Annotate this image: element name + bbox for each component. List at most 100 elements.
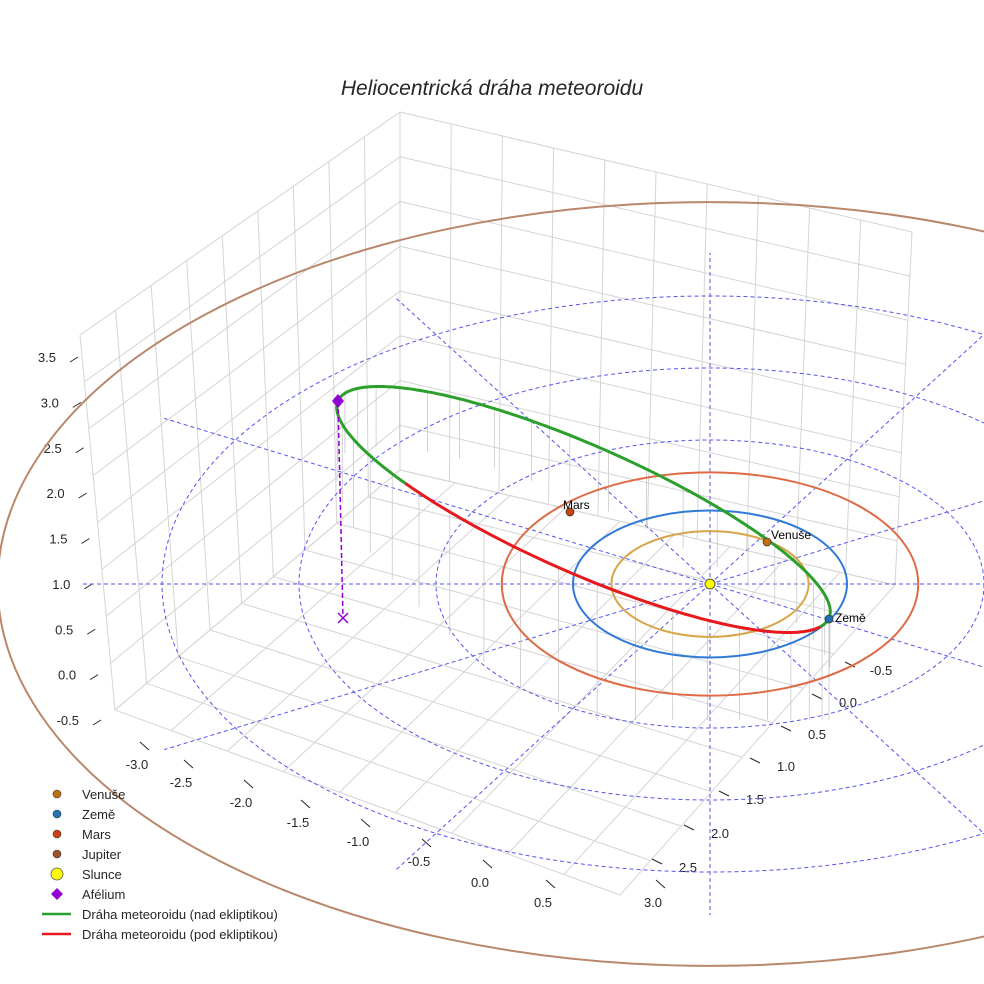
x-tick-label: -0.5 [408, 854, 430, 869]
floor-grid-line [114, 709, 621, 896]
box-grid-line [92, 245, 401, 477]
floor-grid-line [507, 559, 786, 855]
floor-grid-line [170, 482, 456, 731]
box-grid-line [399, 424, 898, 542]
legend-label: Afélium [82, 887, 125, 902]
z-tick-label: 1.0 [52, 577, 70, 592]
legend-label: Slunce [82, 867, 122, 882]
box-grid-line [399, 335, 902, 454]
z-tick-mark [75, 447, 85, 454]
orbit-below-ecliptic [404, 481, 821, 634]
floor-grid-line [273, 576, 773, 724]
legend-marker [52, 789, 62, 799]
x-axis-ticks: -3.0 -2.5 -2.0 -1.5 -1.0 -0.5 0.0 0.5 3.0 [126, 741, 666, 910]
z-tick-mark [81, 538, 90, 544]
y-tick-mark [718, 790, 730, 797]
floor-grid-line [282, 507, 566, 773]
y-tick-mark [683, 824, 695, 831]
box-grid-line [399, 380, 900, 498]
planet-label: Venuše [771, 528, 811, 542]
floor-grid-line [395, 533, 676, 814]
floor-grid-line [178, 656, 682, 827]
z-tick-label: 1.5 [49, 532, 67, 547]
floor-grid-line [241, 602, 743, 758]
z-tick-mark [78, 492, 87, 499]
x-tick-label: -3.0 [126, 757, 148, 772]
planet-Mars [565, 507, 575, 517]
z-tick-label: 3.0 [41, 395, 59, 410]
aphelion-marker [332, 394, 344, 408]
floor-grid-line [114, 469, 401, 711]
x-tick-label: -2.0 [230, 795, 252, 810]
z-tick-label: 3.5 [38, 350, 56, 365]
x-tick-mark [655, 879, 666, 889]
legend-marker [52, 809, 62, 819]
y-tick-label: 0.5 [808, 727, 826, 742]
floor-grid-line [304, 549, 804, 689]
box-grid-line [97, 290, 401, 523]
x-tick-mark [139, 741, 150, 751]
floor-grid-line [226, 495, 511, 752]
orbit-Země [572, 509, 848, 659]
box-grid-line [79, 111, 401, 336]
z-tick-label: 2.0 [47, 486, 65, 501]
legend-label: Venuše [82, 787, 125, 802]
x-tick-mark [421, 838, 432, 848]
y-tick-label: 1.5 [746, 792, 764, 807]
box-grid-line [110, 424, 401, 664]
floor-grid-line [146, 682, 651, 862]
x-tick-label: -1.0 [347, 834, 369, 849]
z-tick-mark [72, 401, 82, 408]
box-grid-line [84, 156, 401, 383]
y-tick-label: -0.5 [870, 663, 892, 678]
x-tick-mark [545, 879, 556, 889]
z-tick-label: 0.0 [58, 668, 76, 683]
z-tick-label: -0.5 [57, 713, 79, 728]
orbit-Venuše [610, 530, 810, 638]
orbit-above-ecliptic [335, 385, 832, 619]
floor-grid-line [563, 571, 841, 875]
y-tick-mark [844, 661, 856, 668]
box-grid-line [88, 201, 401, 430]
z-tick-mark [69, 356, 79, 363]
x-tick-label: -1.5 [287, 815, 309, 830]
meteoroid-drop-lines [336, 386, 831, 720]
z-tick-mark [86, 628, 96, 635]
x-tick-mark [300, 799, 311, 809]
legend-marker [51, 888, 63, 900]
floor-grid-line [451, 546, 731, 834]
x-tick-mark [183, 759, 194, 769]
box-grid-line [399, 156, 910, 277]
orbit-Jupiter [0, 201, 984, 967]
box-grid-line [105, 380, 401, 617]
legend-marker [52, 829, 62, 839]
ecliptic-ring [298, 367, 984, 801]
x-tick-label: 0.0 [471, 875, 489, 890]
planet-Venuše [762, 537, 772, 547]
planet-Země [824, 614, 834, 624]
z-tick-label: 0.5 [55, 622, 73, 637]
x-tick-label: 3.0 [644, 895, 662, 910]
y-axis-ticks: -0.5 0.0 0.5 1.0 1.5 2.0 2.5 [651, 661, 892, 875]
floor-grid-line [619, 584, 896, 896]
y-tick-mark [780, 725, 792, 732]
legend-label: Země [82, 807, 115, 822]
legend: Venuše Země Mars Jupiter Slunce Afélium Dráha … [42, 787, 278, 942]
legend-marker [50, 867, 64, 881]
bodies: Venuše Země Mars [563, 498, 866, 625]
y-tick-mark [811, 693, 823, 700]
sun-marker [704, 578, 716, 590]
y-tick-mark [749, 757, 761, 764]
x-tick-mark [243, 779, 254, 789]
legend-label: Mars [82, 827, 111, 842]
floor-grid-line [209, 629, 712, 793]
planet-orbits [0, 201, 984, 967]
y-tick-label: 2.5 [679, 860, 697, 875]
legend-label: Dráha meteoroidu (pod ekliptikou) [82, 927, 278, 942]
z-tick-mark [89, 674, 99, 681]
box-grid-line [399, 111, 913, 233]
y-tick-label: 0.0 [839, 695, 857, 710]
planet-label: Země [835, 611, 866, 625]
